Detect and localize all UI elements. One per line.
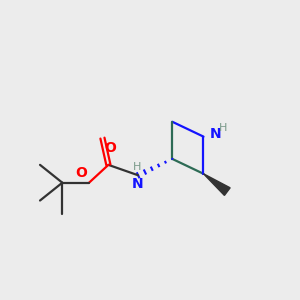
Text: H: H: [133, 162, 142, 172]
Text: N: N: [209, 127, 221, 141]
Text: H: H: [219, 123, 228, 133]
Text: O: O: [76, 166, 88, 180]
Text: N: N: [132, 177, 143, 191]
Text: O: O: [104, 141, 116, 155]
Polygon shape: [203, 174, 230, 195]
